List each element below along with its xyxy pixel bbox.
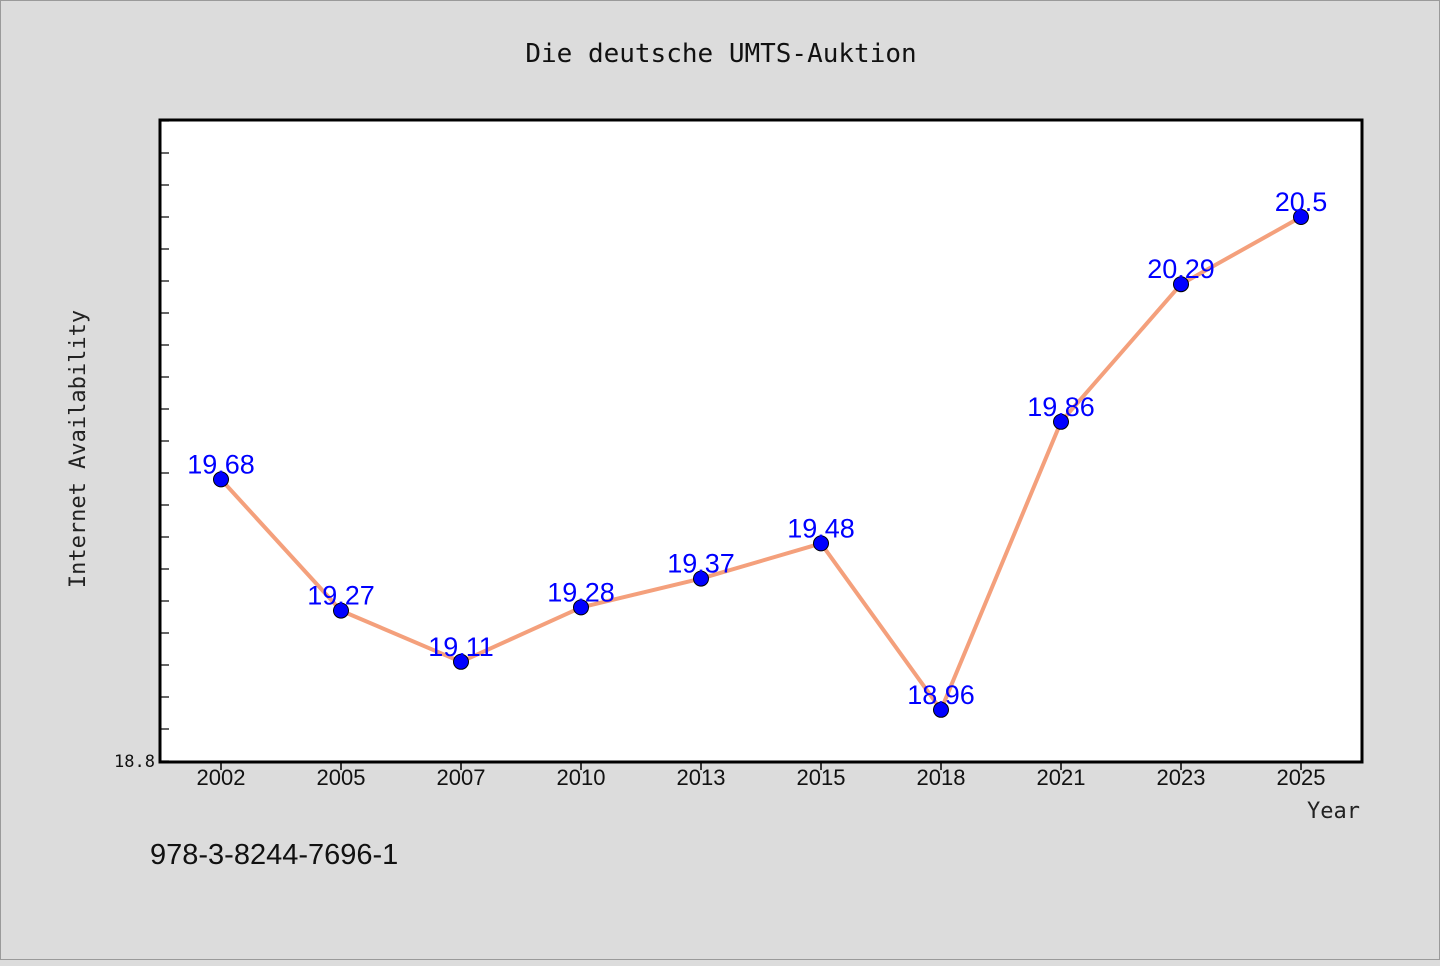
x-tick-label: 2018 — [917, 765, 966, 790]
data-label: 19.37 — [667, 549, 735, 579]
chart-title: Die deutsche UMTS-Auktion — [525, 39, 916, 69]
data-point — [933, 701, 949, 718]
isbn-text: 978-3-8244-7696-1 — [150, 839, 398, 871]
series-line-group — [219, 215, 1303, 712]
data-point — [1173, 276, 1189, 293]
data-label: 19.86 — [1027, 392, 1095, 422]
data-point — [1293, 209, 1309, 225]
x-tick-label: 2021 — [1037, 765, 1086, 790]
data-labels: 19.68 19.27 19.11 19.28 19.37 19.48 18.96 19.86… — [187, 187, 1327, 710]
x-tick-label: 2002 — [197, 765, 246, 790]
data-label: 19.68 — [187, 449, 255, 479]
data-point — [453, 653, 469, 670]
x-tick-label: 2025 — [1277, 765, 1326, 790]
x-tick-label: 2015 — [797, 765, 846, 790]
data-point — [213, 471, 229, 488]
y-axis-min-label: 18.8 — [114, 752, 155, 772]
x-tick-label: 2010 — [557, 765, 606, 790]
data-label: 20.29 — [1147, 254, 1215, 284]
data-label: 18.96 — [907, 680, 975, 710]
data-label: 19.28 — [547, 577, 615, 607]
data-label: 19.11 — [428, 632, 494, 662]
y-axis-label: Internet Availability — [66, 310, 91, 588]
data-label: 19.27 — [307, 581, 375, 611]
x-tick-label: 2013 — [677, 765, 726, 790]
plot-area — [158, 118, 1364, 764]
data-markers — [213, 209, 1309, 718]
data-point — [1053, 413, 1069, 430]
x-tick-label: 2023 — [1157, 765, 1206, 790]
y-axis-ticks — [160, 120, 169, 762]
data-point — [333, 602, 349, 619]
x-tick-label: 2005 — [317, 765, 366, 790]
data-label: 19.48 — [787, 513, 855, 543]
series-line — [219, 215, 1303, 712]
data-point — [813, 535, 829, 552]
x-axis-label: Year — [1307, 799, 1360, 824]
x-axis-ticks: 2002 2005 2007 2010 2013 2015 2018 2021 2023 2025 — [197, 762, 1326, 790]
data-label: 20.5 — [1275, 187, 1328, 217]
data-point — [573, 599, 589, 616]
x-tick-label: 2007 — [437, 765, 486, 790]
data-point — [693, 570, 709, 587]
